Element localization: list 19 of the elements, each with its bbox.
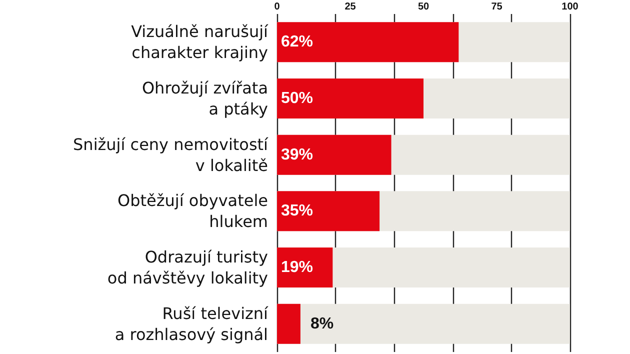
data-label: 50% [281,90,314,107]
y-tick-label: Odrazují turisty od návštěvy lokality [107,248,268,288]
x-tick-label: 75 [491,2,503,12]
data-label: 39% [281,146,314,164]
bar [277,248,333,288]
x-tick-label: 50 [418,2,430,12]
data-label: 19% [281,259,314,276]
x-tick-label: 0 [274,2,280,12]
y-tick-label: Ruší televizní a rozhlasový signál [114,304,269,344]
bar [277,304,300,344]
y-tick-label: Vizuálně narušují charakter krajiny [131,22,269,62]
y-tick-label: Obtěžují obyvatele hlukem [118,191,268,232]
x-tick-label: 100 [562,2,579,12]
data-label: 8% [310,315,334,332]
y-tick-label: Ohrožují zvířata a ptáky [142,78,268,118]
y-tick-label: Snižují ceny nemovitostí v lokalitě [73,134,269,175]
data-label: 35% [281,202,314,220]
x-tick-label: 25 [344,2,356,12]
data-label: 62% [281,34,314,51]
